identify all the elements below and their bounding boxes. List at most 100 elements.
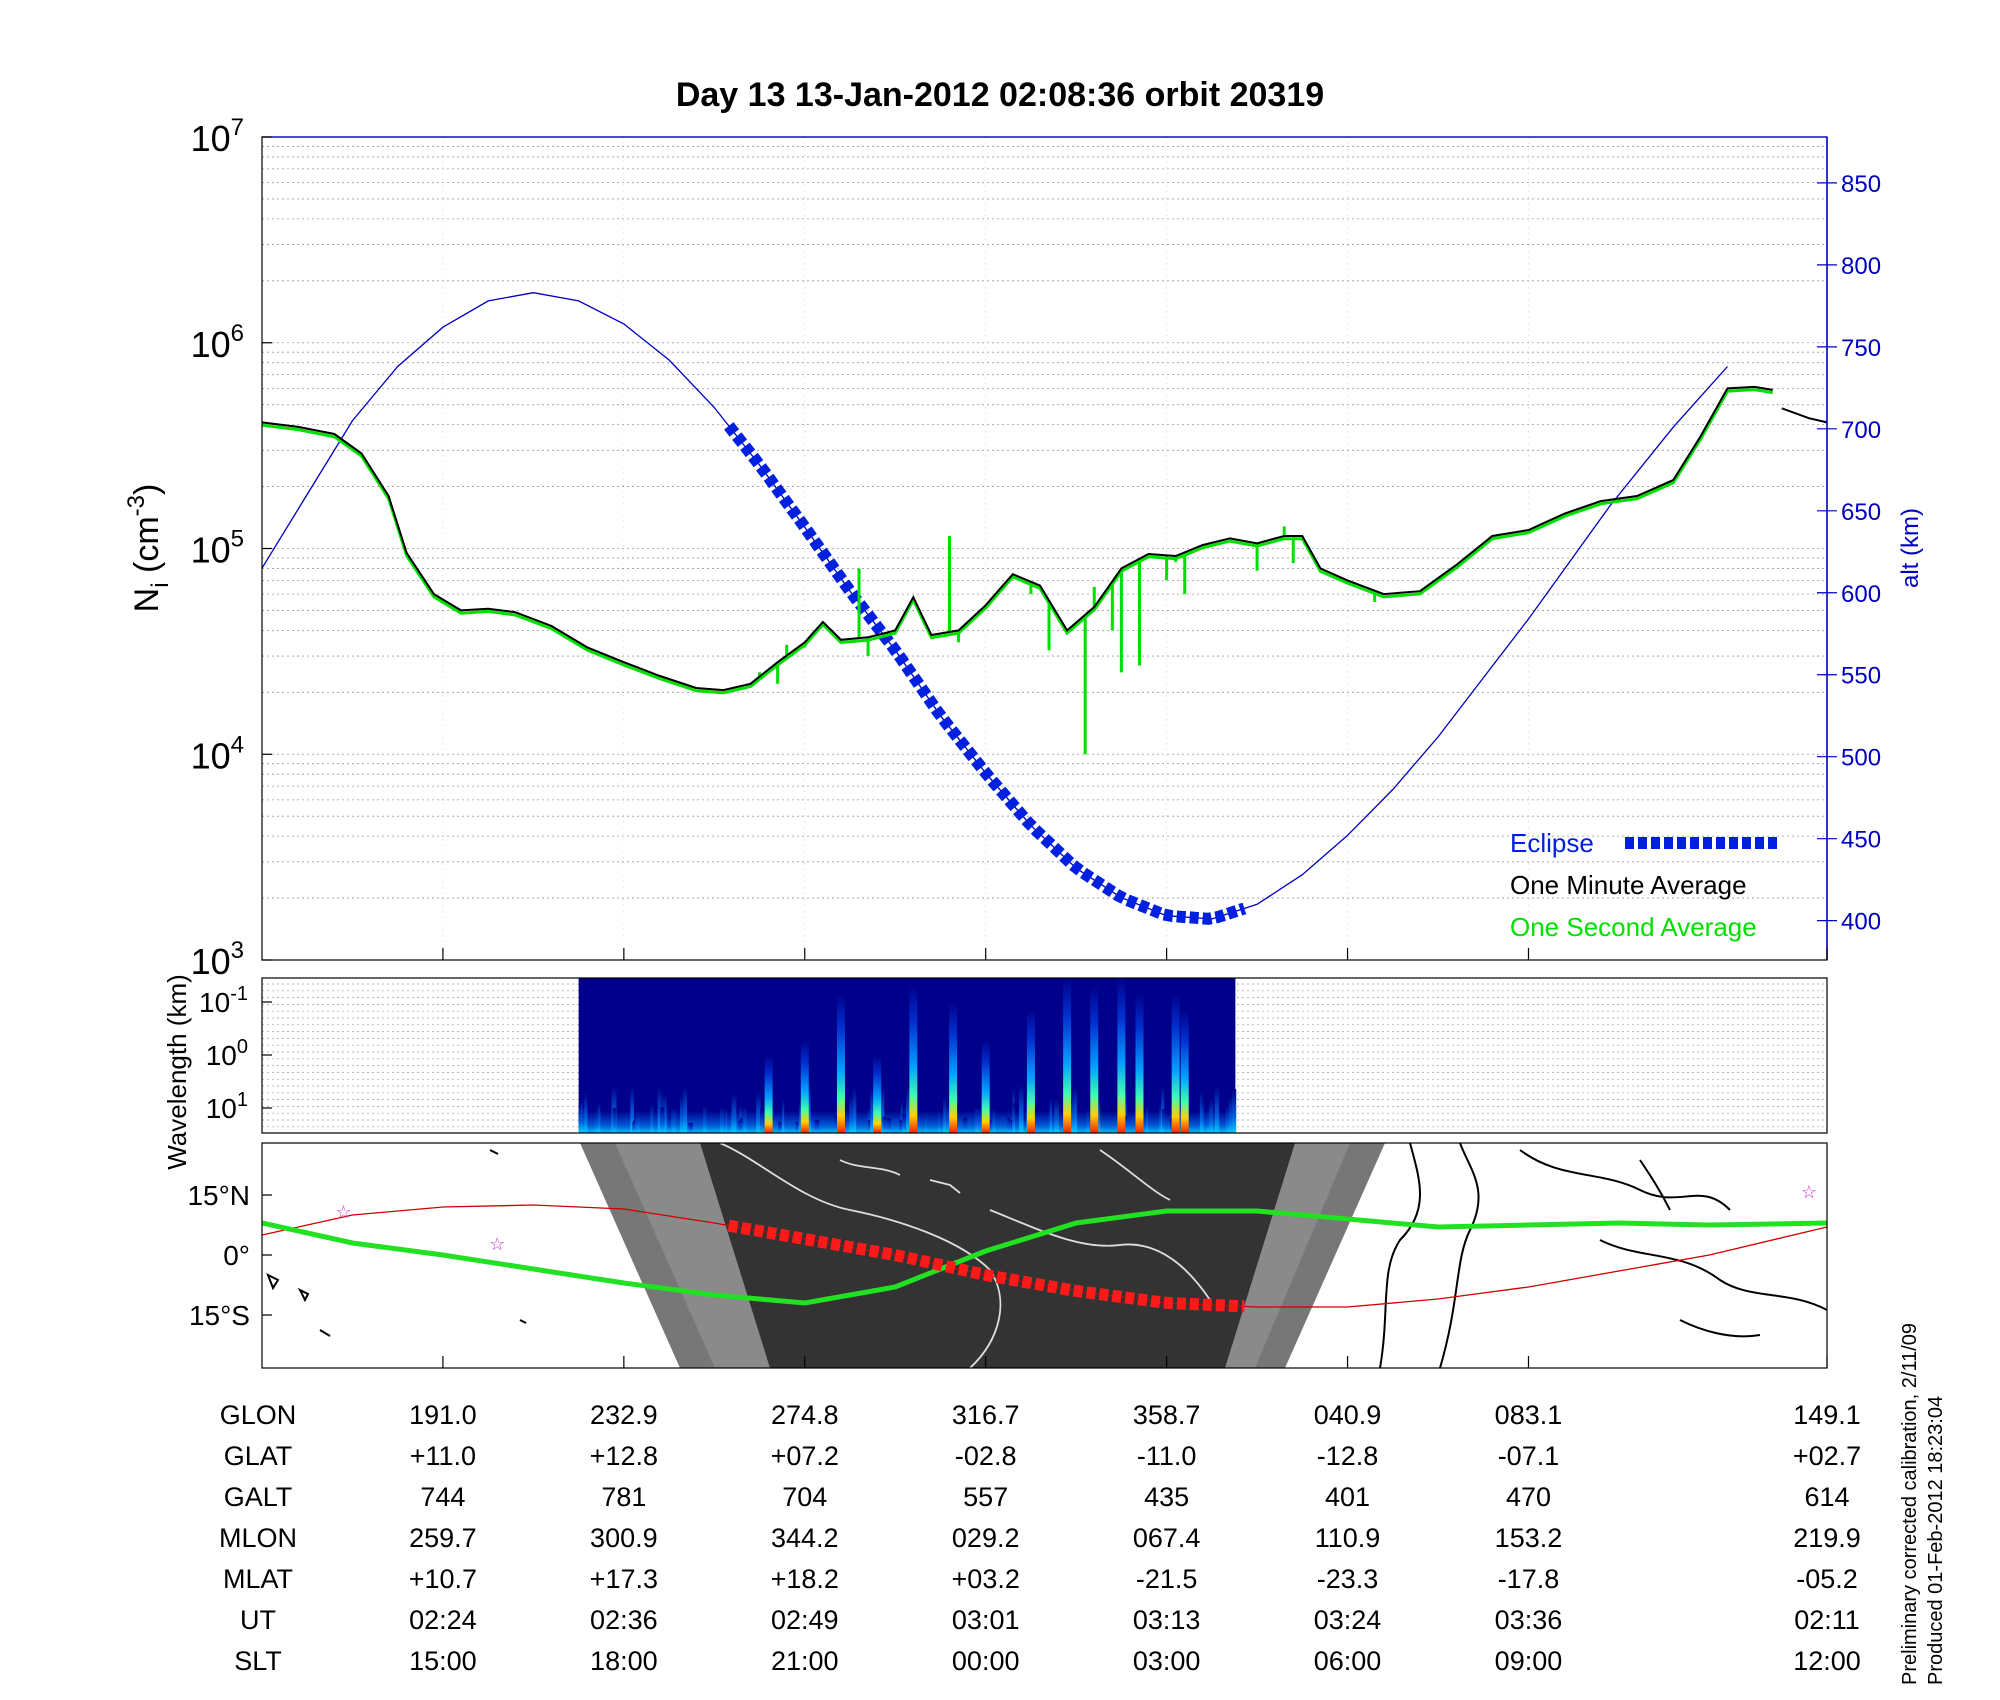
spectrogram-stripe — [1231, 1089, 1237, 1133]
spectrogram-stripe — [612, 1108, 616, 1133]
spectrogram-stripe — [1073, 1086, 1078, 1133]
table-cell: -05.2 — [1796, 1564, 1858, 1594]
table-cell: 191.0 — [409, 1400, 477, 1430]
spectrogram-stripe — [1023, 1116, 1026, 1133]
table-cell: -07.1 — [1498, 1441, 1560, 1471]
table-cell: 435 — [1144, 1482, 1189, 1512]
spectrogram-stripe — [1199, 1090, 1204, 1133]
table-cell: 274.8 — [771, 1400, 839, 1430]
spectrogram-y-label: Wavelength (km) — [162, 974, 192, 1170]
spectrogram-stripe — [1159, 1104, 1162, 1133]
spectrogram-stripe — [635, 1114, 638, 1133]
table-cell: 040.9 — [1314, 1400, 1382, 1430]
spectrogram-hot-stripe — [800, 1040, 809, 1133]
spectrogram-stripe — [743, 1106, 747, 1133]
table-cell: 03:36 — [1495, 1605, 1563, 1635]
one-minute-line — [261, 385, 1773, 692]
spectrogram-y-ticks: 10-1 100 101 — [199, 983, 272, 1124]
density-y-tick-label: 106 — [191, 320, 244, 365]
table-cell: +18.2 — [771, 1564, 839, 1594]
spectrogram-stripe — [680, 1094, 685, 1133]
star-marker: ☆ — [1801, 1182, 1817, 1202]
spectrogram-heatmap — [578, 978, 1237, 1133]
spectrogram-stripe — [1225, 1105, 1229, 1133]
satellite-track — [262, 1208, 1827, 1306]
spectrogram-stripe — [1124, 1089, 1127, 1133]
altitude-tick-label: 500 — [1841, 745, 1881, 772]
spectrogram-stripe — [1169, 1118, 1174, 1133]
spectrogram-stripe — [584, 1092, 588, 1133]
table-cell: +12.8 — [590, 1441, 658, 1471]
night-region — [700, 1143, 1295, 1368]
spectrogram-stripe — [756, 1092, 761, 1133]
spectrogram-stripe — [578, 1103, 583, 1133]
spectrogram-hot-stripe — [981, 1040, 990, 1133]
altitude-tick-label: 600 — [1841, 581, 1881, 608]
table-cell: 12:00 — [1793, 1646, 1861, 1676]
spectrogram-stripe — [1010, 1119, 1014, 1133]
table-cell: 02:36 — [590, 1605, 658, 1635]
spectrogram-panel: 10-1 100 101 Wavelength (km) — [162, 974, 1828, 1170]
spectrogram-hot-stripe — [1135, 993, 1144, 1133]
legend-one-second: One Second Average — [1510, 912, 1757, 942]
spectrogram-grid — [262, 983, 1827, 1128]
table-cell: 067.4 — [1133, 1523, 1201, 1553]
altitude-tick-label: 650 — [1841, 499, 1881, 526]
density-y-tick-label: 107 — [191, 114, 244, 159]
table-cell: 06:00 — [1314, 1646, 1382, 1676]
spectrogram-stripe — [725, 1107, 728, 1133]
table-cell: 02:24 — [409, 1605, 477, 1635]
spectrogram-stripe — [630, 1085, 634, 1133]
table-cell: 744 — [420, 1482, 465, 1512]
footnote-line-2: Produced 01-Feb-2012 18:23:04 — [1925, 1396, 1947, 1685]
spectrogram-stripe — [633, 1120, 636, 1133]
table-cell: 259.7 — [409, 1523, 477, 1553]
spectrogram-stripe — [1145, 1105, 1149, 1133]
table-cell: 083.1 — [1495, 1400, 1563, 1430]
table-cell: 00:00 — [952, 1646, 1020, 1676]
spectrogram-stripe — [650, 1103, 654, 1133]
spectrogram-stripe — [657, 1087, 662, 1133]
spectrogram-stripe — [739, 1118, 743, 1133]
spectrogram-stripe — [1214, 1085, 1220, 1133]
map-tracks: ☆ ☆ ☆ — [262, 1182, 1827, 1313]
spectrogram-stripe — [1201, 1099, 1205, 1133]
table-cell: 153.2 — [1495, 1523, 1563, 1553]
table-row-label: MLON — [219, 1523, 297, 1553]
table-cell: 18:00 — [590, 1646, 658, 1676]
density-y-tick-label: 105 — [191, 526, 244, 571]
spectrogram-stripe — [1007, 1117, 1011, 1133]
altitude-tick-label: 850 — [1841, 171, 1881, 198]
table-cell: 781 — [601, 1482, 646, 1512]
spectrogram-stripe — [834, 1115, 839, 1133]
altitude-tick-label: 800 — [1841, 253, 1881, 280]
spectrogram-stripe — [1012, 1103, 1015, 1133]
spectrogram-stripe — [782, 1098, 785, 1133]
table-cell: 344.2 — [771, 1523, 839, 1553]
legend-eclipse: Eclipse — [1510, 828, 1594, 858]
coastlines — [266, 1143, 1827, 1368]
table-cell: 029.2 — [952, 1523, 1020, 1553]
spectrogram-hot-stripe — [1090, 985, 1099, 1133]
spectrogram-stripe — [849, 1095, 854, 1133]
spectrogram-stripe — [886, 1117, 892, 1133]
spectrogram-y-tick-label: 10-1 — [199, 983, 248, 1018]
table-cell: +03.2 — [952, 1564, 1020, 1594]
density-y-label: Ni (cm-3) — [123, 484, 174, 613]
table-cell: 03:24 — [1314, 1605, 1382, 1635]
legend-one-minute: One Minute Average — [1510, 870, 1747, 900]
spectrogram-stripe — [668, 1116, 671, 1133]
map-y-ticks: 15°N 0° 15°S — [187, 1180, 272, 1331]
density-panel: 103 104 105 106 107 400 450 500 550 600 650 700 750… — [123, 114, 1924, 982]
spectrogram-stripe — [778, 1121, 783, 1133]
table-cell: 21:00 — [771, 1646, 839, 1676]
table-row-label: MLAT — [223, 1564, 293, 1594]
table-cell: 470 — [1506, 1482, 1551, 1512]
ground-track-panel: ☆ ☆ ☆ 15°N 0° 15°S — [187, 1142, 1828, 1369]
spectrogram-stripe — [734, 1093, 737, 1133]
spectrogram-hot-stripe — [949, 1001, 958, 1133]
map-y-tick-label: 15°S — [189, 1300, 250, 1331]
spectrogram-stripe — [702, 1106, 707, 1133]
spectrogram-stripe — [1229, 1096, 1232, 1133]
spectrogram-stripe — [688, 1122, 693, 1133]
